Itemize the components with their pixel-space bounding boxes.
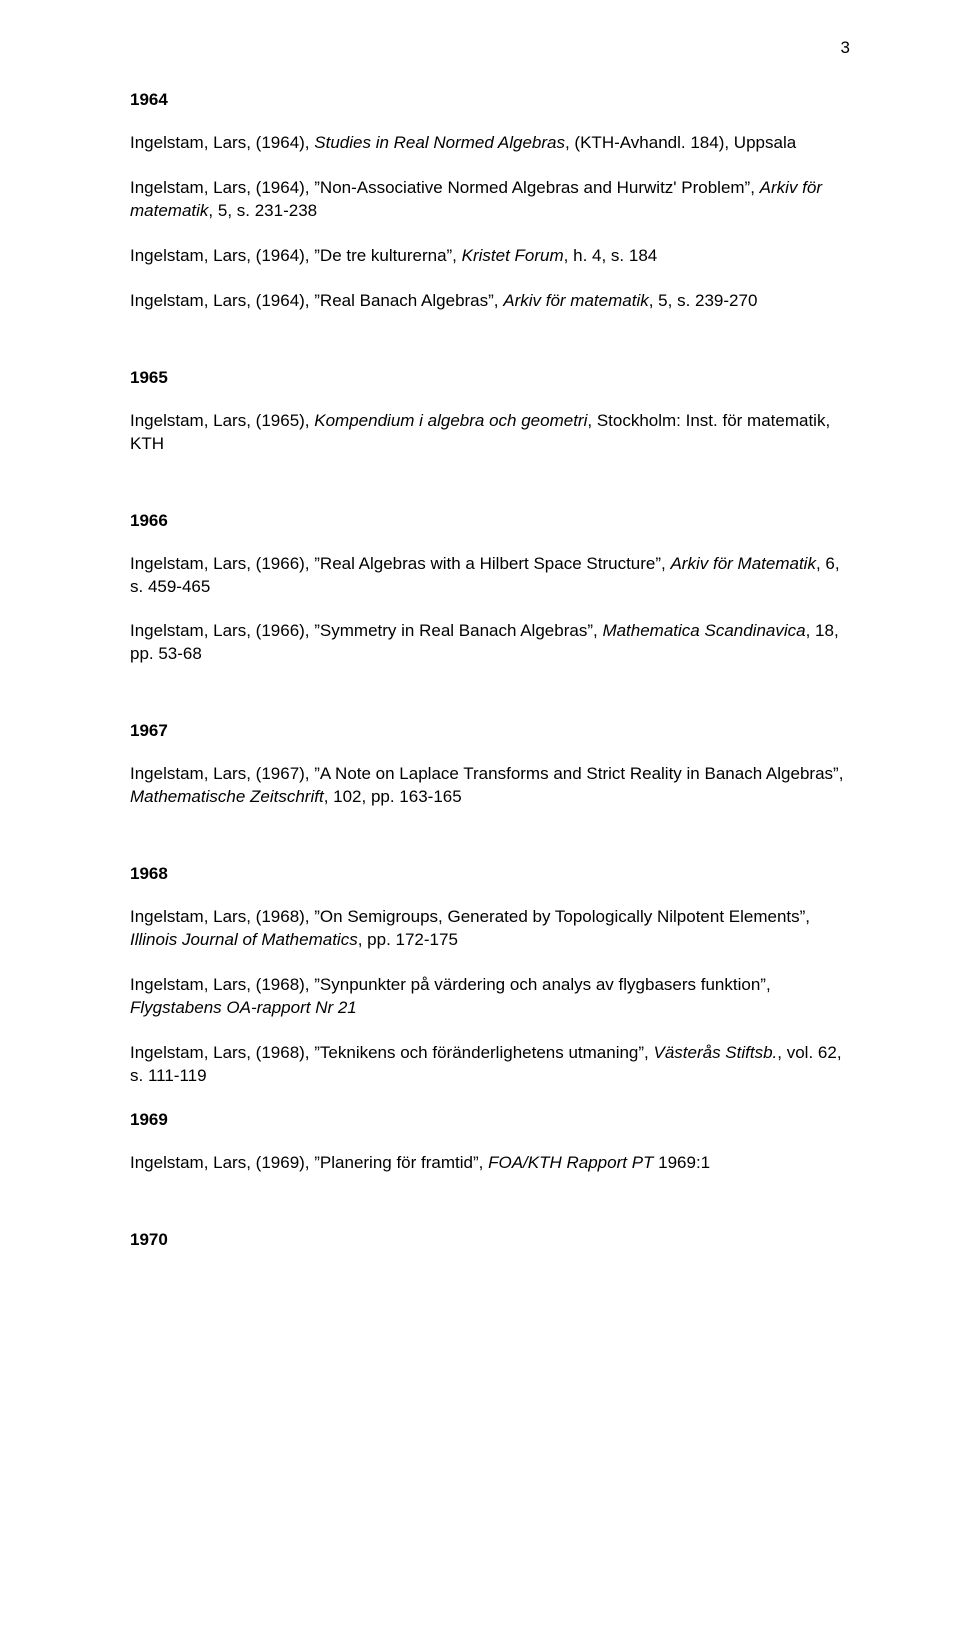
bibliography-entry: Ingelstam, Lars, (1964), ”Real Banach Al…: [130, 290, 850, 313]
bibliography-entry: Ingelstam, Lars, (1968), ”Synpunkter på …: [130, 974, 850, 1020]
entry-tail-part: , 5, s. 239-270: [649, 291, 758, 310]
bibliography-entry: Ingelstam, Lars, (1964), Studies in Real…: [130, 132, 850, 155]
entry-title-italic: Arkiv för Matematik: [670, 554, 815, 573]
entry-title-italic: Kompendium i algebra och geometri: [314, 411, 587, 430]
year-heading: 1967: [130, 721, 850, 741]
document-page: 3 1964 Ingelstam, Lars, (1964), Studies i…: [0, 0, 960, 1332]
entry-author-part: Ingelstam, Lars, (1969), ”Planering för …: [130, 1153, 488, 1172]
bibliography-entry: Ingelstam, Lars, (1968), ”On Semigroups,…: [130, 906, 850, 952]
entry-author-part: Ingelstam, Lars, (1968), ”Synpunkter på …: [130, 975, 771, 994]
entry-author-part: Ingelstam, Lars, (1967), ”A Note on Lapl…: [130, 764, 843, 783]
entry-title-italic: Mathematische Zeitschrift: [130, 787, 324, 806]
bibliography-entry: Ingelstam, Lars, (1967), ”A Note on Lapl…: [130, 763, 850, 809]
entry-title-italic: Mathematica Scandinavica: [602, 621, 805, 640]
bibliography-entry: Ingelstam, Lars, (1964), ”De tre kulture…: [130, 245, 850, 268]
bibliography-entry: Ingelstam, Lars, (1968), ”Teknikens och …: [130, 1042, 850, 1088]
entry-author-part: Ingelstam, Lars, (1966), ”Real Algebras …: [130, 554, 670, 573]
page-number: 3: [841, 38, 850, 58]
bibliography-entry: Ingelstam, Lars, (1966), ”Symmetry in Re…: [130, 620, 850, 666]
year-heading: 1970: [130, 1230, 850, 1250]
entry-tail-part: , (KTH-Avhandl. 184), Uppsala: [565, 133, 796, 152]
entry-author-part: Ingelstam, Lars, (1965),: [130, 411, 314, 430]
document-content: 1964 Ingelstam, Lars, (1964), Studies in …: [130, 90, 850, 1250]
bibliography-entry: Ingelstam, Lars, (1964), ”Non-Associativ…: [130, 177, 850, 223]
entry-title-italic: Studies in Real Normed Algebras: [314, 133, 565, 152]
entry-title-italic: Kristet Forum: [462, 246, 564, 265]
bibliography-entry: Ingelstam, Lars, (1969), ”Planering för …: [130, 1152, 850, 1175]
entry-tail-part: , h. 4, s. 184: [564, 246, 658, 265]
year-heading: 1964: [130, 90, 850, 110]
entry-tail-part: 1969:1: [653, 1153, 710, 1172]
entry-author-part: Ingelstam, Lars, (1968), ”On Semigroups,…: [130, 907, 810, 926]
entry-title-italic: Flygstabens OA-rapport Nr 21: [130, 998, 357, 1017]
entry-title-italic: FOA/KTH Rapport PT: [488, 1153, 653, 1172]
entry-author-part: Ingelstam, Lars, (1964), ”De tre kulture…: [130, 246, 462, 265]
bibliography-entry: Ingelstam, Lars, (1966), ”Real Algebras …: [130, 553, 850, 599]
bibliography-entry: Ingelstam, Lars, (1965), Kompendium i al…: [130, 410, 850, 456]
entry-author-part: Ingelstam, Lars, (1964), ”Non-Associativ…: [130, 178, 760, 197]
entry-tail-part: , pp. 172-175: [358, 930, 458, 949]
entry-author-part: Ingelstam, Lars, (1966), ”Symmetry in Re…: [130, 621, 602, 640]
entry-title-italic: Arkiv för matematik: [503, 291, 648, 310]
year-heading: 1968: [130, 864, 850, 884]
entry-author-part: Ingelstam, Lars, (1964),: [130, 133, 314, 152]
entry-tail-part: , 5, s. 231-238: [208, 201, 317, 220]
year-heading: 1965: [130, 368, 850, 388]
entry-title-italic: Västerås Stiftsb.: [654, 1043, 778, 1062]
year-heading: 1966: [130, 511, 850, 531]
year-heading: 1969: [130, 1110, 850, 1130]
entry-title-italic: Illinois Journal of Mathematics: [130, 930, 358, 949]
entry-tail-part: , 102, pp. 163-165: [324, 787, 462, 806]
entry-author-part: Ingelstam, Lars, (1968), ”Teknikens och …: [130, 1043, 654, 1062]
entry-author-part: Ingelstam, Lars, (1964), ”Real Banach Al…: [130, 291, 503, 310]
